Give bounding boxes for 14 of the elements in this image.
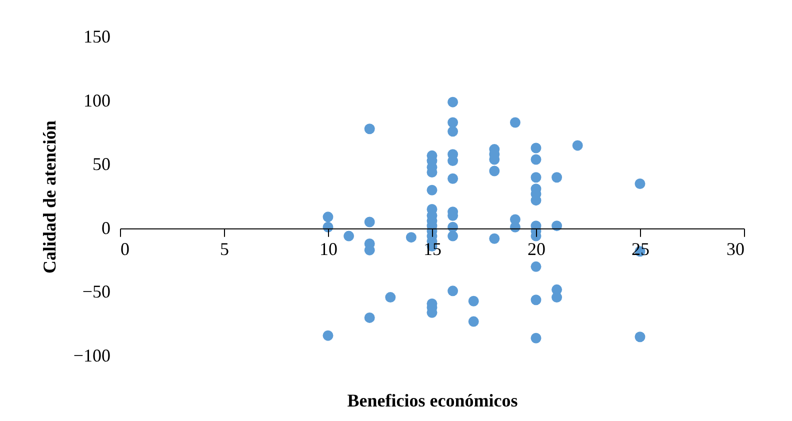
y-axis-title: Calidad de atención: [39, 120, 60, 274]
y-tick-label: 50: [92, 154, 110, 174]
x-tick-label: 30: [726, 238, 744, 259]
y-tick-label: 0: [102, 218, 110, 238]
y-tick-label: 100: [84, 90, 110, 110]
x-tick-label: 20: [528, 238, 546, 259]
x-tick-label: 5: [220, 238, 229, 259]
y-tick-label: −50: [82, 282, 110, 302]
x-tick-label: 0: [120, 238, 130, 259]
x-tick-label: 25: [632, 238, 650, 259]
y-tick-label: −100: [73, 346, 110, 366]
x-axis-title: Beneficios económicos: [347, 390, 518, 410]
y-tick-label: 150: [84, 26, 110, 46]
x-tick-label: 10: [320, 238, 338, 259]
